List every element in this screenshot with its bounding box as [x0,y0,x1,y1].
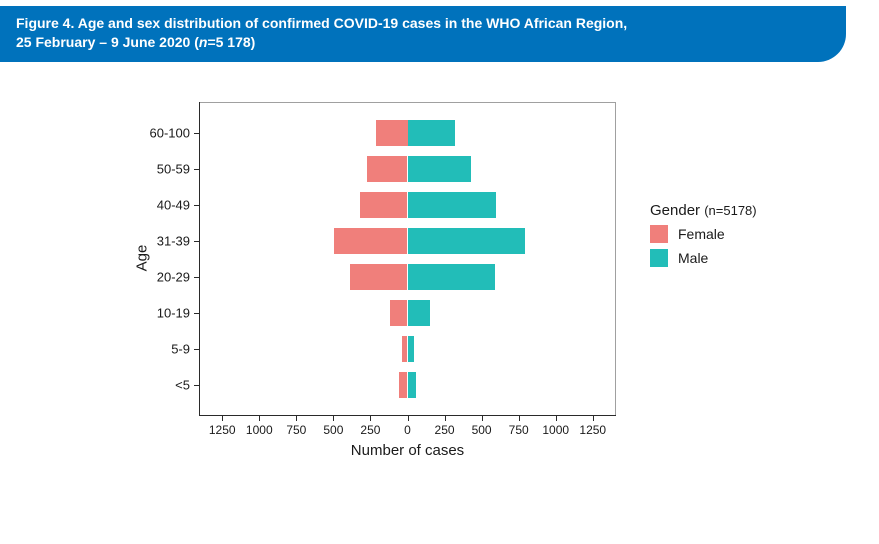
y-axis-title: Age [134,244,151,271]
bar-male [408,156,472,182]
x-tick [408,415,409,421]
bar-male [408,300,431,326]
x-tick [296,415,297,421]
x-tick-label: 1250 [209,423,236,437]
x-tick [445,415,446,421]
legend-item-female: Female [650,225,757,243]
x-tick [259,415,260,421]
plot-area: 60-10050-5940-4931-3920-2910-195-9<51250… [200,102,616,415]
bar-female [376,120,407,146]
bar-female [350,264,408,290]
legend-item-male: Male [650,249,757,267]
bar-row [200,300,615,326]
legend-label: Female [678,226,725,242]
bar-row [200,120,615,146]
y-tick-label: 60-100 [150,125,190,140]
x-tick-label: 250 [435,423,455,437]
legend-n-note: (n=5178) [704,203,756,218]
figure-title-line1: Figure 4. Age and sex distribution of co… [16,14,830,33]
y-tick-label: 5-9 [171,341,190,356]
figure-title-line2: 25 February – 9 June 2020 (n=5 178) [16,33,830,52]
x-tick [333,415,334,421]
title-line2-prefix: 25 February – 9 June 2020 ( [16,34,199,50]
x-tick-label: 250 [360,423,380,437]
legend-title: Gender (n=5178) [650,202,757,219]
y-tick-label: 40-49 [157,197,190,212]
x-tick [556,415,557,421]
bar-female [390,300,407,326]
legend-items: Female Male [650,225,757,267]
x-tick [519,415,520,421]
x-tick [593,415,594,421]
bar-male [408,264,495,290]
bar-female [367,156,407,182]
legend-title-text: Gender [650,202,700,219]
bar-row [200,372,615,398]
bar-row [200,264,615,290]
bar-female [399,372,407,398]
bar-male [408,120,455,146]
x-tick-label: 1000 [246,423,273,437]
figure-container: 60-100 50-59 40-49 31-39 20-29 10-19 5-9 <5 1250… [120,92,840,484]
bar-female [360,192,407,218]
bar-row [200,336,615,362]
y-tick-label: 31-39 [157,233,190,248]
y-tick-label: 20-29 [157,269,190,284]
x-tick [370,415,371,421]
bar-row [200,228,615,254]
x-tick-label: 750 [286,423,306,437]
legend: Gender (n=5178) Female Male [650,202,757,273]
legend-swatch [650,249,668,267]
x-tick-label: 500 [472,423,492,437]
y-tick-label: <5 [175,377,190,392]
bar-male [408,192,497,218]
x-tick-label: 0 [404,423,411,437]
x-axis-title: Number of cases [351,442,464,459]
y-tick-label: 50-59 [157,161,190,176]
x-tick [482,415,483,421]
y-tick-label: 10-19 [157,305,190,320]
bar-row [200,192,615,218]
title-line2-value: =5 178) [207,34,255,50]
pyramid-chart: 60-100 50-59 40-49 31-39 20-29 10-19 5-9 <5 1250… [120,92,815,484]
x-tick [222,415,223,421]
legend-swatch [650,225,668,243]
bar-male [408,336,415,362]
x-tick-label: 1250 [579,423,606,437]
legend-label: Male [678,250,708,266]
figure-title-bar: Figure 4. Age and sex distribution of co… [0,6,846,62]
x-tick-label: 1000 [542,423,569,437]
bar-row [200,156,615,182]
x-tick-label: 500 [323,423,343,437]
x-tick-label: 750 [509,423,529,437]
bar-male [408,228,525,254]
bar-male [408,372,417,398]
bar-female [334,228,407,254]
